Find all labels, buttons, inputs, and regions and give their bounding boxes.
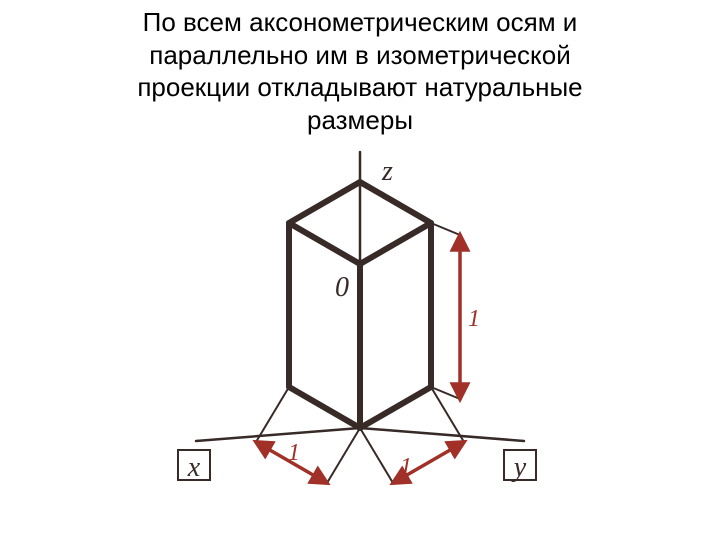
ext-y-left	[360, 428, 393, 483]
cube-edge-right	[360, 223, 431, 264]
axis-y	[360, 428, 524, 441]
heading-line-2: параллельно им в изометрической	[20, 39, 700, 72]
dim-label-y: 1	[400, 454, 412, 480]
isometric-cube-svg: z x y 0 1 1 1	[170, 146, 550, 526]
dim-label-x: 1	[288, 440, 300, 466]
ext-z-top	[431, 223, 460, 235]
heading: По всем аксонометрическим осям и паралле…	[20, 6, 700, 136]
axis-label-y: y	[511, 452, 527, 483]
heading-line-4: размеры	[20, 104, 700, 137]
heading-line-1: По всем аксонометрическим осям и	[20, 6, 700, 39]
axis-x	[196, 428, 360, 441]
isometric-cube-figure: z x y 0 1 1 1	[170, 146, 550, 526]
ext-x-right	[327, 428, 360, 483]
axis-label-x: x	[187, 452, 201, 483]
heading-line-3: проекции откладывают натуральные	[20, 71, 700, 104]
origin-label: 0	[335, 272, 349, 303]
axis-label-z: z	[381, 156, 393, 187]
cube-edge-left	[289, 223, 360, 264]
dim-label-z: 1	[468, 306, 480, 332]
